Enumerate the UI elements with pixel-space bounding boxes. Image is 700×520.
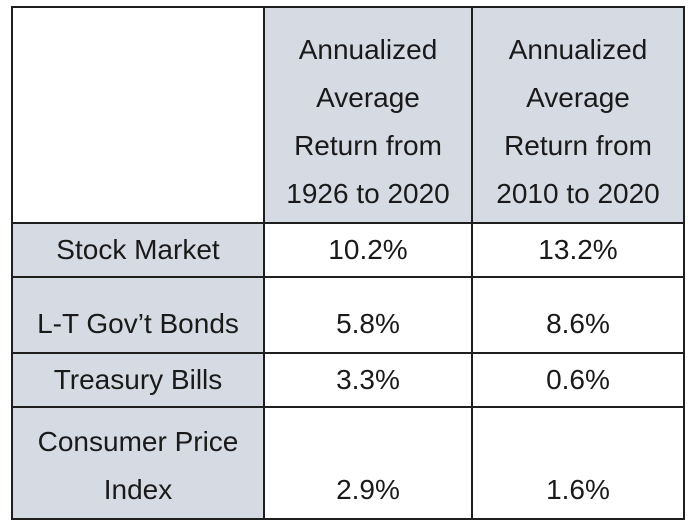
- row-label-treasury-bills: Treasury Bills: [11, 352, 265, 408]
- column-header-2010-2020: Annualized Average Return from 2010 to 2…: [471, 6, 685, 224]
- table-row: Treasury Bills 3.3% 0.6%: [11, 352, 685, 408]
- header-line: Return from: [504, 130, 652, 161]
- header-line: Annualized: [298, 34, 438, 65]
- header-row: Annualized Average Return from 1926 to 2…: [11, 6, 685, 224]
- row-label-lt-govt-bonds: L-T Gov’t Bonds: [11, 276, 265, 354]
- table-row: Consumer Price Index 2.9% 1.6%: [11, 406, 685, 520]
- row-label-text: Stock Market: [56, 234, 220, 265]
- value-cell: 2.9%: [263, 406, 473, 520]
- header-line: Annualized: [508, 34, 648, 65]
- value-cell: 0.6%: [471, 352, 685, 408]
- header-line: 2010 to 2020: [496, 178, 660, 209]
- value-cell: 5.8%: [263, 276, 473, 354]
- value-cell: 13.2%: [471, 222, 685, 278]
- table-row: Stock Market 10.2% 13.2%: [11, 222, 685, 278]
- header-line: Average: [526, 82, 630, 113]
- row-label-consumer-price-index: Consumer Price Index: [11, 406, 265, 520]
- row-label-text: Treasury Bills: [53, 364, 223, 395]
- value-cell: 3.3%: [263, 352, 473, 408]
- table-row: L-T Gov’t Bonds 5.8% 8.6%: [11, 276, 685, 354]
- returns-table: Annualized Average Return from 1926 to 2…: [11, 6, 685, 520]
- column-header-1926-2020: Annualized Average Return from 1926 to 2…: [263, 6, 473, 224]
- row-label-stock-market: Stock Market: [11, 222, 265, 278]
- value-cell: 10.2%: [263, 222, 473, 278]
- header-line: Average: [316, 82, 420, 113]
- header-line: Return from: [294, 130, 442, 161]
- value-cell: 1.6%: [471, 406, 685, 520]
- row-label-text: Consumer Price: [37, 426, 239, 457]
- row-label-text: L-T Gov’t Bonds: [37, 308, 239, 339]
- row-label-text: Index: [103, 474, 173, 505]
- corner-cell: [11, 6, 265, 224]
- value-cell: 8.6%: [471, 276, 685, 354]
- header-line: 1926 to 2020: [286, 178, 450, 209]
